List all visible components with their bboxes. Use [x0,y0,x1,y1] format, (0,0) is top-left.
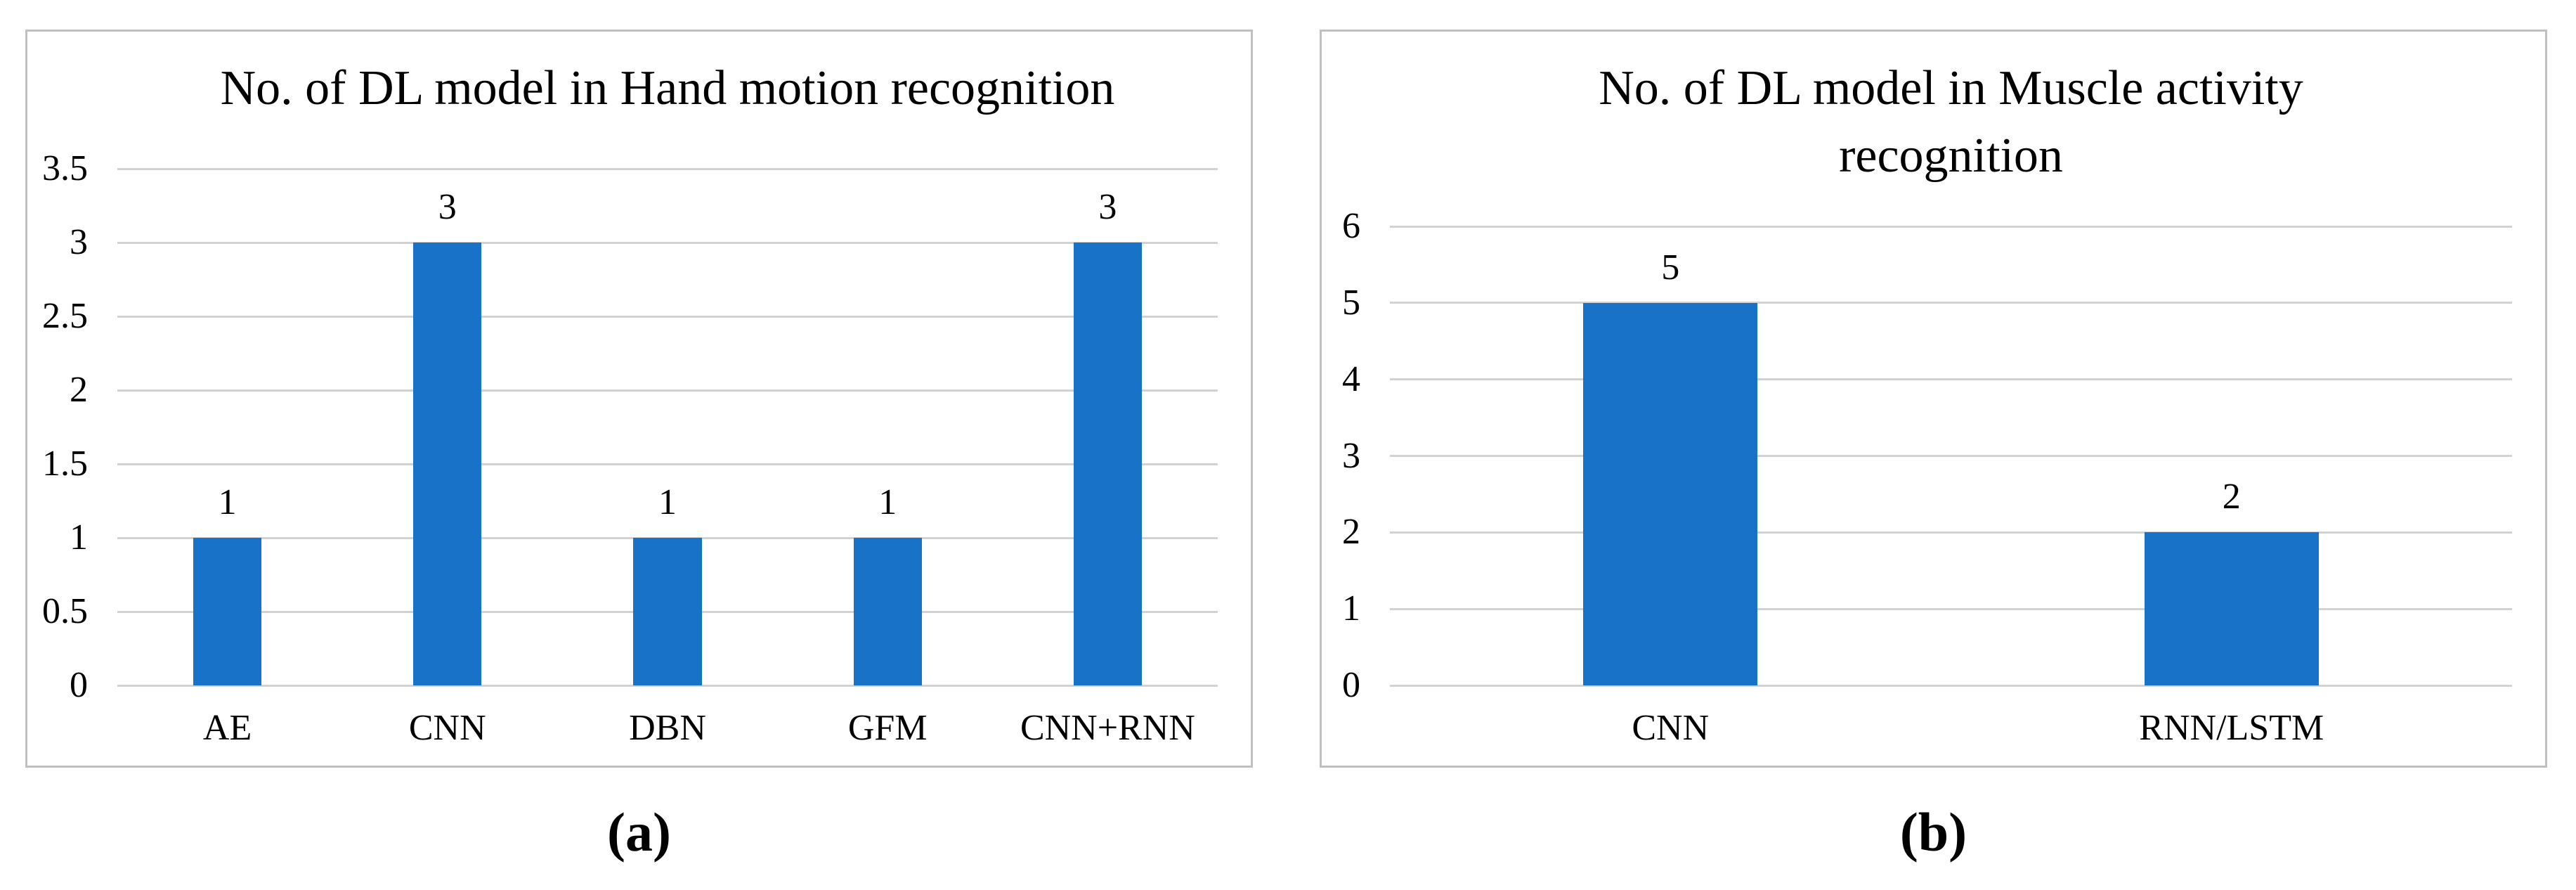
bar-CNN [1583,302,1757,685]
bar-AE [193,538,262,685]
y-axis-tick-label: 1.5 [42,444,88,484]
bar-CNN [413,243,482,685]
x-axis-category-label: CNN [408,708,486,748]
chart-title-a: No. of DL model in Hand motion recogniti… [117,55,1218,122]
bar-CNN+RNN [1073,243,1142,685]
x-axis-category-label: CNN [1632,708,1710,748]
y-axis-tick-label: 0 [1342,665,1360,705]
y-axis-tick-label: 6 [1342,206,1360,246]
caption-b: (b) [1899,801,1967,863]
caption-a: (a) [607,801,671,863]
chart-panel-a: No. of DL model in Hand motion recogniti… [25,30,1253,768]
y-axis-tick-label: 0.5 [42,591,88,632]
bar-RNN/LSTM [2144,532,2319,685]
chart-title-b: No. of DL model in Muscle activity recogn… [1390,55,2512,190]
gridline [117,389,1218,392]
y-axis-tick-label: 2 [1342,512,1360,553]
y-axis-tick-label: 3 [70,222,88,262]
bar-value-label: 2 [2222,477,2241,517]
gridline [117,684,1218,687]
y-axis-tick-label: 2.5 [42,296,88,336]
bar-GFM [853,538,922,685]
y-axis-tick-label: 3.5 [42,148,88,188]
y-axis-tick-label: 2 [70,370,88,411]
chart-title-line: recognition [1839,129,2063,183]
gridline [1390,684,2512,687]
gridline [117,241,1218,244]
y-axis-tick-label: 1 [1342,588,1360,629]
x-axis-category-label: GFM [847,708,928,748]
chart-title-line: No. of DL model in Hand motion recogniti… [220,61,1115,115]
x-axis-category-label: RNN/LSTM [2139,708,2324,748]
bar-value-label: 1 [658,482,677,523]
gridline [1390,225,2512,228]
bar-value-label: 3 [438,187,457,227]
gridline [117,315,1218,318]
plot-area-a: 0 0.5 1 1.5 2 2.5 3 3.5 1 AE 3 CNN 1 DBN 1 GFM 3 CNN+RNN [42,150,1218,747]
y-axis-tick-label: 1 [70,517,88,558]
y-axis-tick-label: 4 [1342,359,1360,399]
gridline [1390,607,2512,610]
chart-title-line: No. of DL model in Muscle activity [1599,61,2303,115]
plot-area-b: 0 1 2 3 4 5 6 5 CNN 2 RNN/LSTM [1342,208,2512,747]
gridline [1390,455,2512,457]
gridline [1390,302,2512,304]
gridline [117,463,1218,465]
bar-DBN [633,538,702,685]
x-axis-category-label: DBN [629,708,706,748]
gridline [1390,378,2512,381]
bar-value-label: 1 [878,482,897,523]
bar-value-label: 1 [218,482,237,523]
y-axis-tick-label: 0 [70,665,88,705]
y-axis-tick-label: 3 [1342,435,1360,476]
x-axis-category-label: AE [202,708,252,748]
bar-value-label: 5 [1661,247,1680,288]
y-axis-tick-label: 5 [1342,282,1360,323]
bar-value-label: 3 [1098,187,1117,227]
gridline [117,167,1218,170]
x-axis-category-label: CNN+RNN [1020,708,1195,748]
gridline [1390,531,2512,534]
chart-panel-b: No. of DL model in Muscle activity recogn… [1320,30,2547,768]
